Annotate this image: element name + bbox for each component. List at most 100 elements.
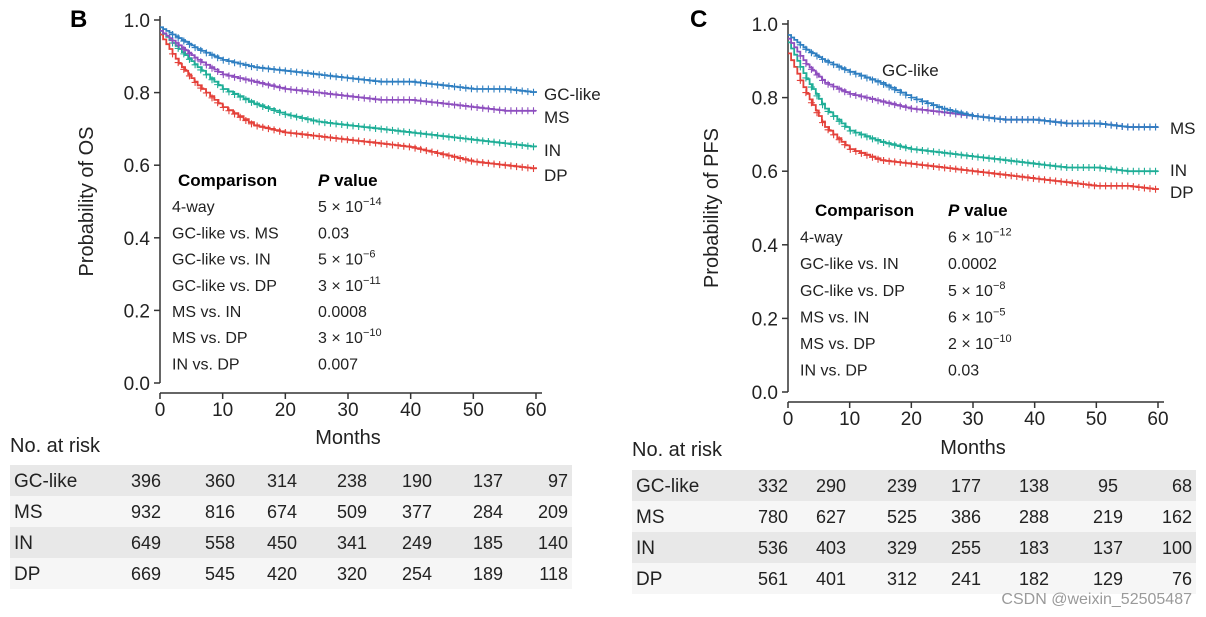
censor-mark <box>310 117 318 125</box>
censor-mark <box>451 101 459 109</box>
risk-count: 162 <box>1162 507 1192 527</box>
censor-mark <box>394 127 402 135</box>
censor-mark <box>802 60 810 68</box>
censor-mark <box>326 90 334 98</box>
censor-mark <box>484 105 492 113</box>
risk-count: 189 <box>473 564 503 584</box>
censor-mark <box>231 73 239 81</box>
censor-mark <box>819 101 827 109</box>
censor-mark <box>863 133 871 141</box>
censor-mark <box>841 141 849 149</box>
censor-mark <box>941 149 949 157</box>
censor-mark <box>501 85 509 93</box>
risk-count: 76 <box>1172 569 1192 589</box>
censor-mark <box>490 138 498 146</box>
censor-mark <box>1152 185 1160 193</box>
comparison-label: MS vs. IN <box>172 304 241 321</box>
censor-mark <box>400 128 408 136</box>
censor-mark <box>451 153 459 161</box>
risk-count: 254 <box>402 564 432 584</box>
censor-mark <box>796 52 804 60</box>
censor-mark <box>830 112 838 120</box>
censor-mark <box>952 108 960 116</box>
censor-mark <box>332 91 340 99</box>
censor-mark <box>874 78 882 86</box>
x-tick-label: 30 <box>337 400 358 421</box>
censor-mark <box>202 49 210 57</box>
censor-mark <box>315 118 323 126</box>
censor-mark <box>180 65 188 73</box>
censor-mark <box>473 158 481 166</box>
risk-count: 68 <box>1172 476 1192 496</box>
censor-mark <box>868 95 876 103</box>
censor-mark <box>185 50 193 58</box>
censor-mark <box>321 119 329 127</box>
comparison-p-value: 6 × 10−5 <box>948 306 1005 326</box>
x-tick-label: 0 <box>155 400 166 421</box>
censor-mark <box>913 146 921 154</box>
censor-mark <box>439 151 447 159</box>
censor-mark <box>304 131 312 139</box>
comparison-p-value: 5 × 10−14 <box>318 196 382 216</box>
censor-mark <box>231 59 239 67</box>
censor-mark <box>247 98 255 106</box>
censor-mark <box>326 134 334 142</box>
censor-mark <box>270 82 278 90</box>
censor-mark <box>259 103 267 111</box>
comparison-label: MS vs. DP <box>800 336 876 353</box>
censor-mark <box>259 80 267 88</box>
censor-mark <box>247 63 255 71</box>
censor-mark <box>913 105 921 113</box>
censor-mark <box>880 98 888 106</box>
censor-mark <box>507 140 515 148</box>
comparison-p-value: 0.03 <box>948 363 979 380</box>
censor-mark <box>868 135 876 143</box>
risk-count: 100 <box>1162 538 1192 558</box>
censor-mark <box>439 81 447 89</box>
censor-mark <box>1063 178 1071 186</box>
censor-mark <box>338 121 346 129</box>
series-IN: IN <box>160 30 561 160</box>
censor-mark <box>479 159 487 167</box>
censor-mark <box>225 107 233 115</box>
y-tick-label: 0.8 <box>124 84 150 105</box>
risk-count: 241 <box>951 569 981 589</box>
watermark-text: CSDN @weixin_52505487 <box>1001 591 1192 608</box>
censor-mark <box>985 114 993 122</box>
chart-panel-C: C 0.0 0.2 0.4 0.6 0.8 1.0 0 10 20 30 40 50 60 Probabil… <box>632 6 1196 594</box>
censor-mark <box>501 161 509 169</box>
censor-mark <box>507 162 515 170</box>
censor-mark <box>957 151 965 159</box>
censor-mark <box>287 86 295 94</box>
censor-mark <box>411 144 419 152</box>
censor-mark <box>863 94 871 102</box>
risk-count: 249 <box>402 533 432 553</box>
censor-mark <box>957 109 965 117</box>
risk-row-band <box>632 532 1196 563</box>
censor-mark <box>880 80 888 88</box>
censor-mark <box>885 99 893 107</box>
series-DP: DP <box>160 33 568 185</box>
censor-mark <box>174 59 182 67</box>
censor-mark <box>264 125 272 133</box>
censor-mark <box>360 138 368 146</box>
censor-mark <box>270 126 278 134</box>
risk-count: 137 <box>473 471 503 491</box>
censor-mark <box>264 104 272 112</box>
risk-count: 239 <box>887 476 917 496</box>
censor-mark <box>434 132 442 140</box>
censor-mark <box>880 138 888 146</box>
risk-count: 674 <box>267 502 297 522</box>
comparison-p-value: 0.03 <box>318 225 349 242</box>
censor-mark <box>1052 162 1060 170</box>
censor-mark <box>366 124 374 132</box>
censor-mark <box>231 90 239 98</box>
censor-mark <box>428 131 436 139</box>
censor-mark <box>501 139 509 147</box>
censor-mark <box>819 55 827 63</box>
censor-mark <box>321 90 329 98</box>
censor-mark <box>185 72 193 80</box>
censor-mark <box>996 156 1004 164</box>
censor-mark <box>1029 160 1037 168</box>
p-value-header: P value <box>948 201 1008 220</box>
